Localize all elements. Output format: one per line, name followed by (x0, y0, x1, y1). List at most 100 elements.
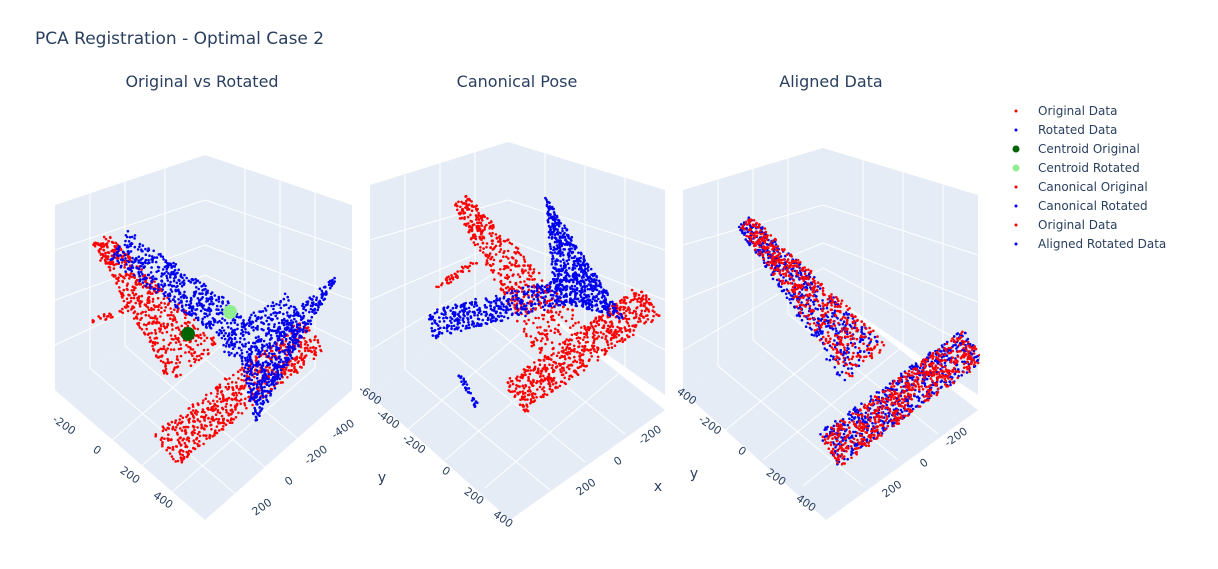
scatter-point (209, 308, 212, 311)
scatter-point (582, 364, 586, 367)
scatter-point (599, 310, 603, 314)
scatter-point (300, 328, 303, 331)
scatter-point (594, 317, 597, 321)
scatter-point (311, 346, 315, 349)
scatter-point (457, 314, 461, 318)
scatter-point (513, 395, 516, 399)
scatter-point (461, 202, 465, 205)
scatter-point (476, 221, 480, 225)
scatter-point (256, 326, 259, 330)
scatter-point (610, 320, 613, 324)
scatter-point (180, 301, 183, 304)
scatter-point (122, 294, 125, 297)
scatter-point (586, 263, 590, 266)
scatter-point (203, 334, 206, 337)
scatter-point (527, 318, 530, 322)
scatter-point (196, 318, 200, 322)
scatter-point (104, 251, 107, 255)
scatter-point (177, 298, 180, 301)
scatter-point (306, 344, 310, 347)
scatter-point (180, 461, 184, 464)
scatter-point (193, 441, 196, 445)
scatter-point (162, 345, 166, 348)
scatter-point (285, 353, 289, 357)
scatter-point (314, 351, 317, 354)
scatter-point (289, 305, 293, 308)
scatter-point (528, 366, 531, 369)
scatter-point (279, 368, 283, 372)
scatter-point (205, 290, 208, 294)
scatter-point (188, 407, 191, 410)
scatter-point (208, 420, 212, 424)
scatter-point (618, 319, 621, 323)
scatter-point (147, 308, 151, 312)
scatter-point (130, 260, 134, 264)
scatter-point (159, 252, 162, 256)
scatter-point (531, 293, 534, 297)
scatter-point (559, 222, 563, 225)
scatter-point (471, 262, 475, 265)
scatter-point (581, 303, 585, 306)
scatter-point (107, 239, 110, 243)
scatter-point (198, 434, 202, 438)
scatter-point (197, 299, 201, 302)
scatter-point (603, 304, 606, 308)
scatter-point (598, 290, 601, 293)
scatter-point (121, 250, 125, 254)
scatter-point (180, 429, 184, 432)
scatter-point (270, 356, 274, 359)
scatter-point (142, 323, 146, 326)
scatter-point (141, 257, 144, 260)
scatter-point (185, 343, 188, 347)
scatter-point (211, 409, 214, 412)
scatter-point (99, 317, 102, 320)
scatter-point (138, 242, 142, 246)
scatter-point (278, 311, 281, 314)
scatter-point (560, 315, 564, 319)
scatter-point (522, 290, 526, 294)
scatter-point (449, 319, 452, 323)
scatter-point (462, 303, 465, 307)
scatter-point (510, 287, 513, 291)
scatter-point (146, 306, 150, 309)
scatter-point (264, 334, 268, 337)
scatter-point (520, 373, 524, 377)
scatter-point (166, 265, 170, 269)
scatter-point (232, 418, 235, 421)
scatter-point (217, 333, 221, 337)
scatter-point (503, 265, 506, 268)
scatter-point (169, 280, 172, 284)
scatter-point (583, 349, 587, 352)
scatter-point (575, 297, 579, 301)
scatter-point (296, 371, 299, 374)
scatter-point (234, 381, 238, 384)
scatter-point (119, 265, 123, 269)
scatter-point (278, 377, 282, 381)
scatter-point (286, 359, 290, 362)
scatter-point (249, 348, 252, 352)
scatter-point (569, 374, 572, 378)
scatter-point (473, 243, 477, 247)
scatter-point (260, 370, 263, 373)
scatter-point (302, 361, 305, 365)
scatter-point (563, 376, 566, 380)
scatter-point (313, 338, 316, 342)
scatter-point (170, 266, 173, 269)
scatter-point (199, 336, 203, 340)
scatter-point (174, 303, 177, 307)
scatter-point (152, 347, 155, 351)
scatter-point (329, 279, 332, 283)
scatter-point (125, 303, 129, 307)
scatter-point (292, 314, 295, 318)
scatter-point (537, 302, 540, 306)
scatter-point (551, 254, 555, 258)
scatter-point (494, 301, 498, 305)
scatter-point (489, 304, 492, 308)
scatter-point (549, 229, 552, 233)
scatter-point (170, 322, 174, 326)
scatter-point (637, 320, 640, 324)
scatter-point (572, 272, 575, 276)
